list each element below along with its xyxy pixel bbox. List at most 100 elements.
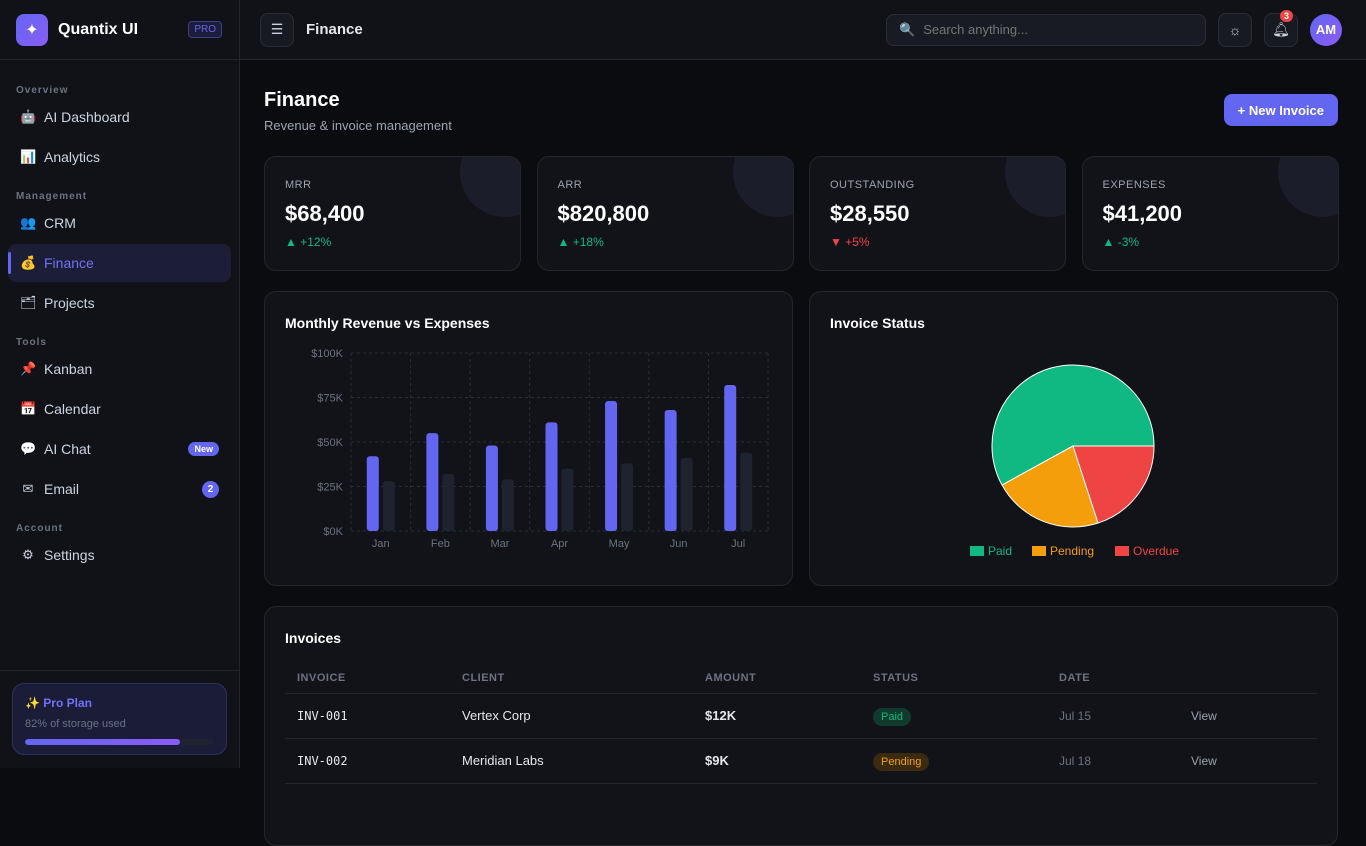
calendar-icon: 📅: [20, 401, 37, 416]
x-tick-label: May: [609, 538, 630, 550]
bar-revenue: [664, 409, 677, 531]
sidebar-item-label: Kanban: [44, 361, 93, 377]
invoice-status-card: Invoice Status Paid Pending Overdue: [809, 291, 1338, 586]
pro-plan-card[interactable]: ✨ Pro Plan 82% of storage used: [12, 683, 227, 755]
y-tick-label: $0K: [323, 526, 343, 538]
sidebar-item-kanban[interactable]: 📌 Kanban: [8, 350, 231, 388]
projects-icon: 🗂: [20, 295, 37, 310]
legend-swatch: [1115, 546, 1129, 556]
sidebar-item-crm[interactable]: 👥 CRM: [8, 204, 231, 242]
column-header: AMOUNT: [693, 663, 861, 694]
y-tick-label: $25K: [317, 482, 343, 494]
chart-title: Monthly Revenue vs Expenses: [285, 315, 490, 331]
sidebar-item-label: AI Dashboard: [44, 109, 130, 125]
sidebar-nav: Overview 🤖 AI Dashboard 📊 Analytics Mana…: [0, 60, 239, 574]
stat-label: ARR: [557, 179, 583, 191]
search-input[interactable]: [923, 22, 1184, 37]
x-tick-label: Feb: [431, 538, 450, 550]
sidebar-item-label: Email: [44, 481, 80, 497]
search-box[interactable]: 🔍: [886, 13, 1206, 46]
bar-expenses: [501, 479, 514, 531]
invoices-title: Invoices: [285, 630, 342, 646]
stat-value: $820,800: [557, 201, 650, 226]
column-header: DATE: [1047, 663, 1179, 694]
ai-chat-icon: 💬: [20, 441, 37, 456]
stat-value: $28,550: [830, 201, 910, 226]
pie-slice-pending: [1001, 445, 1099, 528]
notification-count: 3: [1279, 9, 1293, 22]
sidebar-item-label: Calendar: [44, 401, 101, 417]
pie-slice-overdue: [1072, 445, 1155, 524]
y-tick-label: $75K: [317, 393, 343, 405]
sidebar-item-ai-dashboard[interactable]: 🤖 AI Dashboard: [8, 98, 231, 136]
sidebar-item-email[interactable]: ✉ Email 2: [8, 470, 231, 508]
sidebar-item-analytics[interactable]: 📊 Analytics: [8, 138, 231, 176]
view-link[interactable]: View: [1179, 693, 1317, 739]
stat-card-expenses: EXPENSES $41,200 ▲ -3%: [1081, 156, 1339, 271]
revenue-chart-card: Monthly Revenue vs Expenses $0K $25K $50K $…: [264, 291, 793, 586]
new-invoice-button[interactable]: + New Invoice: [1223, 94, 1338, 126]
view-link[interactable]: View: [1179, 738, 1317, 784]
client: Meridian Labs: [450, 738, 693, 784]
status-badge: Pending: [873, 753, 930, 771]
bar-expenses: [621, 463, 634, 531]
stat-change: ▲ -3%: [1102, 235, 1140, 249]
bar-chart: $0K $25K $50K $75K $100K Jan Feb Mar Apr May Jun Ju…: [311, 348, 769, 550]
stat-label: MRR: [285, 179, 312, 191]
invoice-id: INV-001: [285, 693, 450, 739]
column-header: CLIENT: [450, 663, 693, 694]
menu-toggle-button[interactable]: ☰: [260, 12, 294, 47]
sidebar-item-calendar[interactable]: 📅 Calendar: [8, 390, 231, 428]
kanban-icon: 📌: [20, 361, 37, 376]
main-content: Finance Revenue & invoice management + N…: [264, 60, 1339, 846]
column-header: INVOICE: [285, 663, 450, 694]
stat-change: ▼ +5%: [830, 235, 870, 249]
stat-value: $41,200: [1102, 201, 1183, 226]
y-tick-label: $100K: [311, 348, 343, 360]
bar-revenue: [366, 456, 379, 531]
bar-expenses: [680, 458, 693, 531]
settings-icon: ⚙: [22, 547, 34, 562]
stat-value: $68,400: [285, 201, 365, 226]
bar-revenue: [605, 401, 618, 531]
x-tick-label: Jan: [372, 538, 390, 550]
section-label: Tools: [16, 337, 47, 348]
column-header: [1179, 663, 1317, 694]
table-row: INV-002 Meridian Labs $9K Pending Jul 18…: [285, 738, 1317, 784]
analytics-icon: 📊: [20, 149, 37, 164]
invoices-card: Invoices INVOICE CLIENT AMOUNT STATUS DATE I…: [264, 606, 1338, 846]
sidebar-item-finance[interactable]: 💰 Finance: [8, 244, 231, 282]
sidebar-footer: ✨ Pro Plan 82% of storage used: [0, 670, 239, 768]
theme-toggle-button[interactable]: ☼: [1218, 12, 1252, 47]
sparkle-icon: ✦: [16, 13, 48, 46]
x-tick-label: Jul: [731, 538, 745, 550]
avatar[interactable]: AM: [1310, 13, 1342, 46]
ai-dashboard-icon: 🤖: [20, 109, 37, 124]
pie-slice-paid: [991, 364, 1155, 486]
legend-swatch: [1032, 546, 1046, 556]
section-label: Account: [16, 523, 63, 534]
sidebar-item-projects[interactable]: 🗂 Projects: [8, 284, 231, 322]
sidebar-item-label: Projects: [44, 295, 95, 311]
notifications-button[interactable]: 🔔︎ 3: [1264, 9, 1298, 47]
hamburger-icon: ☰: [270, 21, 284, 37]
bar-revenue: [426, 433, 439, 531]
invoices-table: INVOICE CLIENT AMOUNT STATUS DATE INV-001 Ve…: [285, 663, 1317, 784]
page-subtitle: Revenue & invoice management: [264, 118, 452, 133]
page-header: Finance Revenue & invoice management + N…: [264, 60, 1338, 156]
sidebar-item-label: Settings: [44, 547, 95, 563]
stat-change: ▲ +18%: [557, 235, 604, 249]
topbar-title: Finance: [306, 21, 363, 38]
bar-expenses: [561, 468, 574, 531]
chart-title: Invoice Status: [830, 315, 925, 331]
sidebar-item-label: CRM: [44, 215, 76, 231]
date: Jul 15: [1047, 693, 1179, 739]
sidebar-item-ai-chat[interactable]: 💬 AI Chat New: [8, 430, 231, 468]
page-title: Finance: [264, 89, 340, 111]
sidebar-item-settings[interactable]: ⚙ Settings: [8, 536, 231, 574]
legend-swatch: [970, 546, 984, 556]
sidebar-item-label: Analytics: [44, 149, 101, 165]
sidebar-item-label: AI Chat: [44, 441, 91, 457]
brand-name: Quantix UI: [58, 20, 139, 38]
section-label: Management: [16, 191, 88, 202]
